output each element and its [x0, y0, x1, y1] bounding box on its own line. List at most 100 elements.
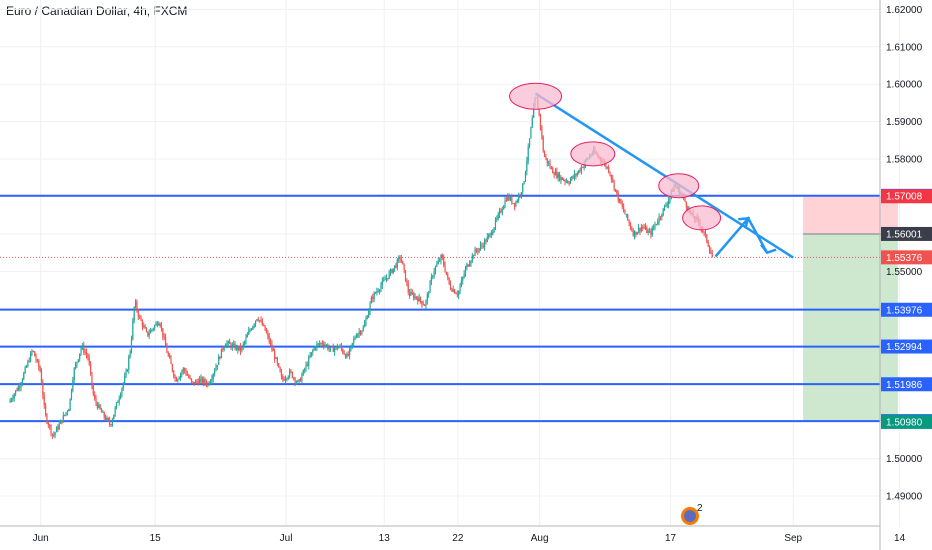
drawings[interactable] [509, 82, 794, 259]
candle-body [140, 316, 142, 321]
candle-body [513, 202, 516, 207]
candle-body [171, 364, 173, 372]
candle-body [580, 167, 582, 172]
candle-body [19, 386, 21, 388]
candle-body [533, 106, 535, 118]
candle-body [410, 292, 412, 296]
peak-highlight-circle[interactable] [682, 205, 722, 231]
candle-body [43, 395, 45, 406]
event-badge[interactable]: 2 [681, 503, 703, 525]
candle-body [208, 382, 210, 385]
candle-body [609, 172, 611, 176]
candle-body [12, 398, 14, 400]
candle-body [139, 316, 141, 318]
price-label-tag [881, 250, 932, 265]
candle-body [507, 195, 509, 201]
candle-body [610, 175, 612, 179]
time-tick-label: 17 [665, 533, 677, 544]
price-tick-label: 1.55000 [886, 267, 923, 278]
candle-body [342, 349, 344, 353]
candle-body [314, 347, 317, 349]
time-tick-label: Sep [784, 533, 802, 544]
candle-body [369, 303, 371, 312]
candle-body [257, 319, 259, 321]
candle-body [133, 306, 135, 321]
candle-body [396, 259, 398, 268]
candle-body [389, 269, 392, 273]
candle-body [430, 277, 433, 283]
descending-trendline[interactable] [534, 92, 794, 259]
candle-body [309, 355, 311, 358]
peak-highlight-circle[interactable] [658, 173, 700, 199]
candle-body [565, 181, 567, 183]
peak-highlight-circle[interactable] [509, 82, 563, 110]
candle-body [706, 234, 708, 242]
candle-body [73, 368, 75, 380]
candle-body [246, 334, 248, 338]
candle-body [633, 231, 636, 236]
candle-body [522, 183, 524, 193]
candle-body [467, 264, 469, 267]
candle-body [659, 216, 662, 218]
candle-body [419, 297, 422, 302]
candle-body [627, 214, 629, 221]
candle-body [372, 297, 374, 299]
candle-body [569, 179, 572, 184]
candle-body [556, 171, 558, 178]
candle-body [152, 328, 154, 330]
candle-body [336, 346, 338, 349]
candle-body [445, 271, 448, 275]
candle-body [545, 156, 547, 159]
candle-body [391, 269, 393, 273]
candle-body [241, 346, 243, 351]
candle-body [40, 371, 43, 383]
candle-body [475, 249, 478, 251]
candle-body [403, 264, 405, 271]
candle-body [130, 339, 133, 352]
candle-body [334, 348, 336, 352]
candle-body [417, 298, 419, 302]
time-axis[interactable]: Jun 15 Jul 13 22 Aug 17 Sep 14 [33, 533, 906, 544]
candle-body [542, 136, 544, 152]
candle-body [489, 233, 491, 235]
candle-body [320, 343, 322, 345]
candle-body [21, 379, 24, 384]
candle-body [209, 381, 212, 385]
peak-highlight-circle[interactable] [570, 141, 616, 167]
candle-body [119, 394, 122, 399]
candle-body [496, 218, 498, 220]
candle-body [203, 379, 205, 383]
candle-body [422, 304, 424, 306]
candle-body [306, 364, 308, 366]
candle-body [87, 354, 89, 358]
candle-body [459, 286, 461, 292]
candle-body [199, 379, 201, 384]
candle-body [438, 260, 441, 262]
candle-body [493, 227, 495, 232]
candle-body [411, 292, 413, 295]
candle-body [606, 167, 608, 168]
candle-body [373, 292, 375, 299]
candle-body [515, 202, 517, 207]
candle-body [474, 249, 476, 256]
candle-body [299, 379, 302, 382]
candle-body [211, 378, 213, 382]
candle-body [313, 347, 315, 351]
candle-body [374, 292, 377, 294]
candle-body [354, 337, 356, 340]
price-label-tag [881, 377, 932, 392]
candle-body [708, 246, 711, 252]
candle-body [13, 394, 15, 399]
candle-body [323, 344, 325, 346]
candle-body [44, 405, 47, 415]
horizontal-levels[interactable] [0, 194, 880, 423]
candle-body [77, 359, 79, 362]
candle-body [711, 253, 713, 258]
candle-body [440, 255, 442, 261]
price-label-tag [881, 189, 932, 204]
candle-body [25, 366, 28, 368]
candle-body [613, 180, 615, 189]
candle-body [114, 407, 116, 415]
candle-body [573, 173, 576, 178]
